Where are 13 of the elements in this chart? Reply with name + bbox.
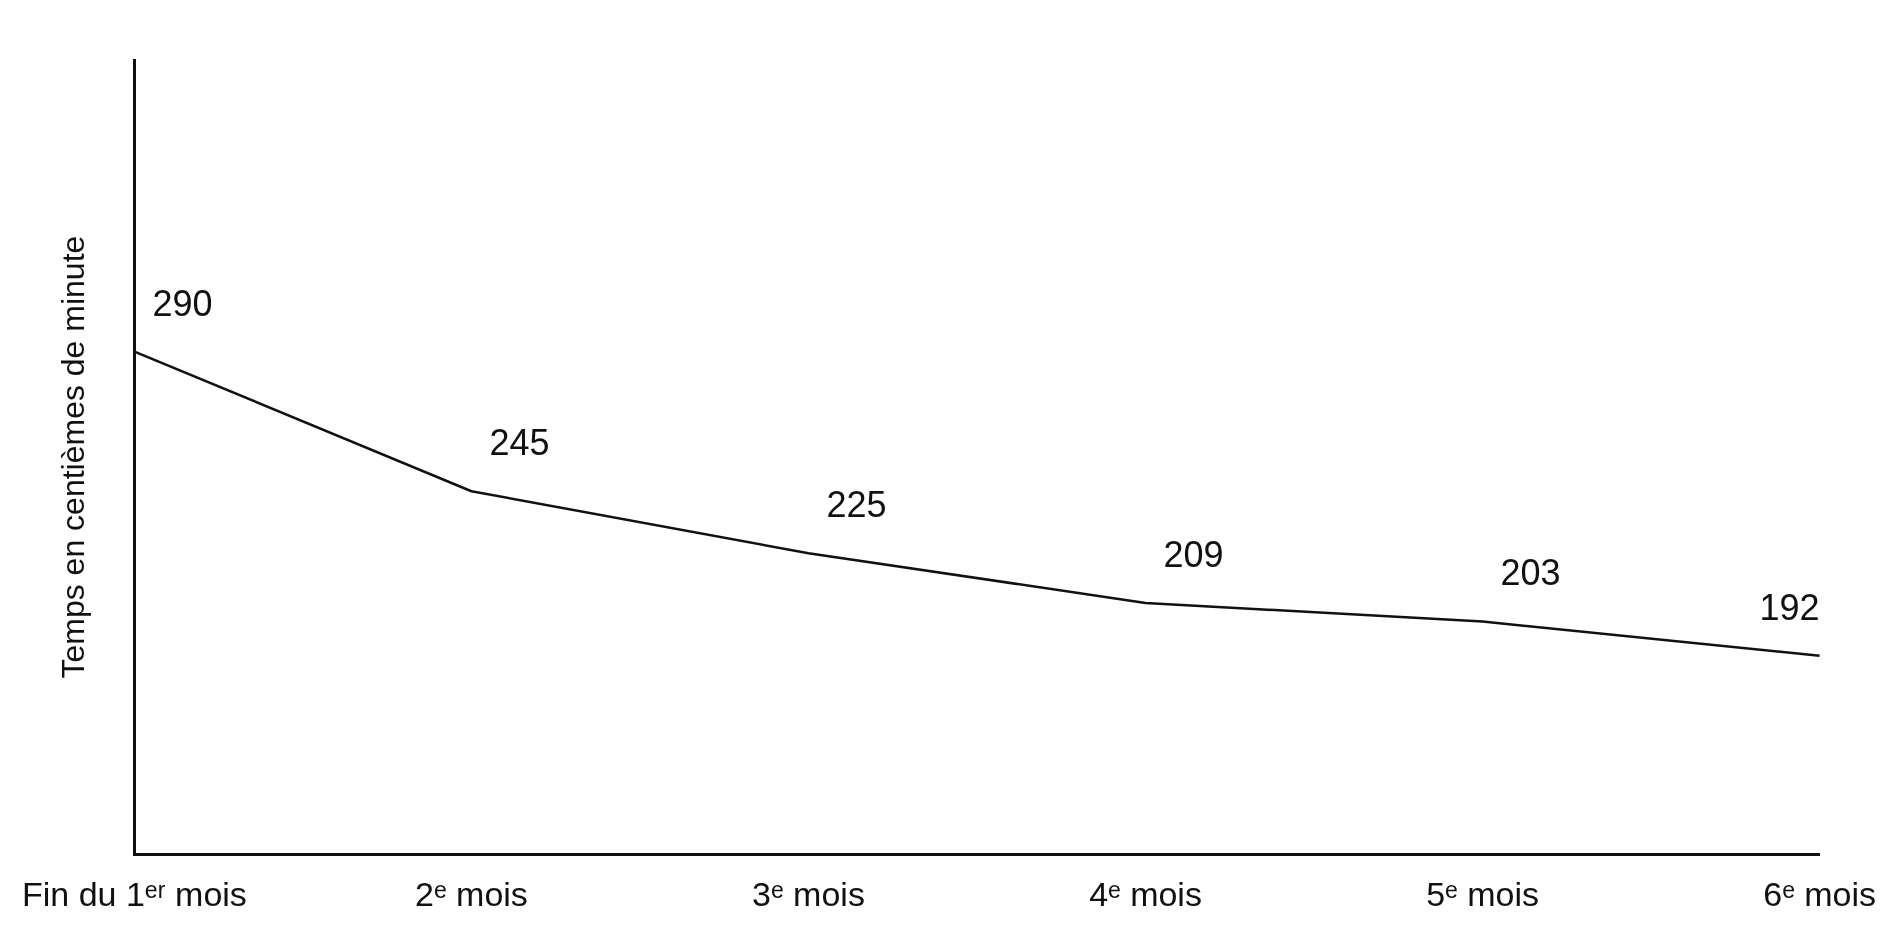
data-label: 192 — [1759, 586, 1820, 628]
data-label: 290 — [152, 282, 213, 324]
data-label: 203 — [1500, 552, 1561, 594]
x-tick-label: 2ᵉ mois — [415, 874, 528, 913]
data-label: 245 — [489, 422, 550, 464]
x-tick-label: Fin du 1ᵉʳ mois — [22, 874, 247, 913]
x-tick-label: 4ᵉ mois — [1089, 874, 1202, 913]
y-axis-title: Temps en centièmes de minute — [55, 235, 92, 679]
x-tick-label: 3ᵉ mois — [752, 874, 865, 913]
x-tick-label: 5ᵉ mois — [1426, 874, 1539, 913]
x-tick-label: 6ᵉ mois — [1763, 874, 1876, 913]
data-label: 209 — [1163, 533, 1224, 575]
data-label: 225 — [826, 484, 887, 526]
